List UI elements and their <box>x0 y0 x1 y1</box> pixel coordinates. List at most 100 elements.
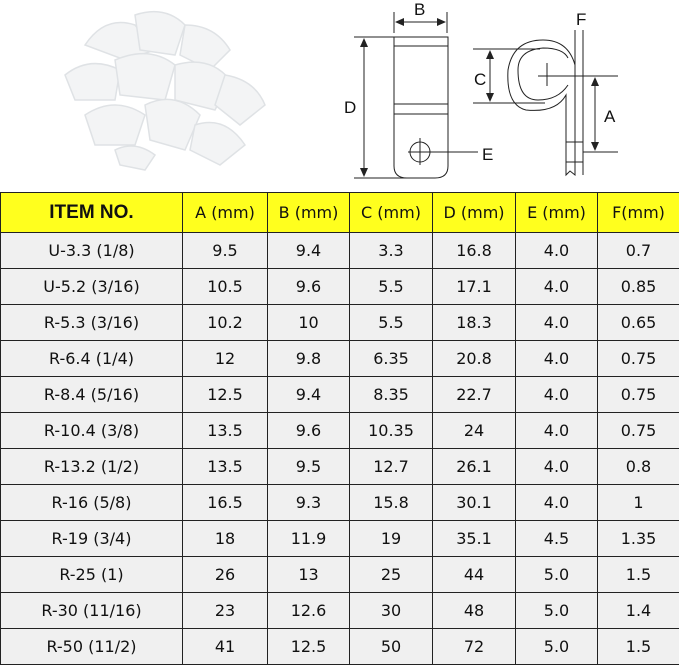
dimension-cell: 9.4 <box>267 232 350 269</box>
column-header: F(mm) <box>597 192 679 233</box>
dimension-label-d: D <box>344 98 356 117</box>
dimension-cell: 9.5 <box>182 232 268 269</box>
dimension-cell: 10.2 <box>182 304 268 341</box>
table-row: R-5.3 (3/16) 10.2 10 5.5 18.3 4.0 0.65 <box>0 304 679 341</box>
dimension-cell: 4.5 <box>515 520 598 557</box>
dimension-cell: 1.4 <box>597 592 679 629</box>
dimension-cell: 44 <box>432 556 516 593</box>
dimension-cell: 50 <box>349 628 433 665</box>
dimension-cell: 16.8 <box>432 232 516 269</box>
dimension-cell: 1.5 <box>597 628 679 665</box>
dimension-cell: 6.35 <box>349 340 433 377</box>
item-number-cell: R-10.4 (3/8) <box>0 412 183 449</box>
dimension-cell: 8.35 <box>349 376 433 413</box>
dimension-cell: 15.8 <box>349 484 433 521</box>
dimension-cell: 25 <box>349 556 433 593</box>
table-header-row: ITEM NO. A (mm) B (mm) C (mm) D (mm) E (mm) F(… <box>0 192 679 233</box>
dimension-cell: 41 <box>182 628 268 665</box>
column-header: ITEM NO. <box>0 192 183 233</box>
item-number-cell: U-5.2 (3/16) <box>0 268 183 305</box>
dimension-cell: 9.5 <box>267 448 350 485</box>
dimension-cell: 30.1 <box>432 484 516 521</box>
column-header: E (mm) <box>515 192 598 233</box>
dimension-cell: 4.0 <box>515 484 598 521</box>
dimension-cell: 9.4 <box>267 376 350 413</box>
dimension-label-b: B <box>414 0 425 19</box>
item-number-cell: R-19 (3/4) <box>0 520 183 557</box>
dimension-cell: 3.3 <box>349 232 433 269</box>
dimension-cell: 11.9 <box>267 520 350 557</box>
dimension-cell: 18 <box>182 520 268 557</box>
item-number-cell: R-50 (11/2) <box>0 628 183 665</box>
table-row: R-30 (11/16) 23 12.6 30 48 5.0 1.4 <box>0 592 679 629</box>
item-number-cell: R-13.2 (1/2) <box>0 448 183 485</box>
dimension-cell: 4.0 <box>515 268 598 305</box>
dimension-cell: 5.5 <box>349 268 433 305</box>
dimension-cell: 5.0 <box>515 556 598 593</box>
table-row: R-50 (11/2) 41 12.5 50 72 5.0 1.5 <box>0 628 679 665</box>
table-row: R-13.2 (1/2) 13.5 9.5 12.7 26.1 4.0 0.8 <box>0 448 679 485</box>
dimension-cell: 12.7 <box>349 448 433 485</box>
column-header: C (mm) <box>349 192 433 233</box>
product-photo <box>64 10 266 171</box>
dimension-cell: 4.0 <box>515 304 598 341</box>
dimension-cell: 0.7 <box>597 232 679 269</box>
item-number-cell: R-25 (1) <box>0 556 183 593</box>
dimension-cell: 9.6 <box>267 412 350 449</box>
dimension-cell: 18.3 <box>432 304 516 341</box>
dimension-cell: 48 <box>432 592 516 629</box>
dimension-cell: 20.8 <box>432 340 516 377</box>
dimension-cell: 72 <box>432 628 516 665</box>
dimension-cell: 0.75 <box>597 412 679 449</box>
dimension-label-e: E <box>482 145 493 164</box>
table-row: R-25 (1) 26 13 25 44 5.0 1.5 <box>0 556 679 593</box>
dimension-cell: 26.1 <box>432 448 516 485</box>
dimension-cell: 12 <box>182 340 268 377</box>
dimension-cell: 16.5 <box>182 484 268 521</box>
dimension-cell: 4.0 <box>515 340 598 377</box>
table-row: R-6.4 (1/4) 12 9.8 6.35 20.8 4.0 0.75 <box>0 340 679 377</box>
dimension-cell: 0.65 <box>597 304 679 341</box>
dimension-cell: 9.6 <box>267 268 350 305</box>
dimension-cell: 13.5 <box>182 412 268 449</box>
dimension-cell: 1.35 <box>597 520 679 557</box>
dimension-cell: 10 <box>267 304 350 341</box>
column-header: D (mm) <box>432 192 516 233</box>
dimension-table: ITEM NO. A (mm) B (mm) C (mm) D (mm) E (mm) F(… <box>0 192 679 665</box>
dimension-cell: 19 <box>349 520 433 557</box>
dimension-cell: 17.1 <box>432 268 516 305</box>
dimension-cell: 4.0 <box>515 376 598 413</box>
dimension-cell: 26 <box>182 556 268 593</box>
dimension-cell: 22.7 <box>432 376 516 413</box>
dimension-cell: 9.8 <box>267 340 350 377</box>
item-number-cell: R-30 (11/16) <box>0 592 183 629</box>
dimension-label-f: F <box>576 10 586 29</box>
clip-dimension-diagram: B D E C F A <box>344 0 618 179</box>
table-row: R-19 (3/4) 18 11.9 19 35.1 4.5 1.35 <box>0 520 679 557</box>
item-number-cell: R-6.4 (1/4) <box>0 340 183 377</box>
dimension-cell: 1.5 <box>597 556 679 593</box>
item-number-cell: U-3.3 (1/8) <box>0 232 183 269</box>
dimension-cell: 12.5 <box>267 628 350 665</box>
dimension-label-c: C <box>474 70 486 89</box>
dimension-cell: 4.0 <box>515 232 598 269</box>
dimension-label-a: A <box>604 107 616 126</box>
dimension-cell: 30 <box>349 592 433 629</box>
dimension-cell: 0.8 <box>597 448 679 485</box>
dimension-cell: 4.0 <box>515 448 598 485</box>
column-header: B (mm) <box>267 192 350 233</box>
dimension-cell: 1 <box>597 484 679 521</box>
dimension-cell: 13.5 <box>182 448 268 485</box>
dimension-cell: 23 <box>182 592 268 629</box>
item-number-cell: R-8.4 (5/16) <box>0 376 183 413</box>
table-row: R-10.4 (3/8) 13.5 9.6 10.35 24 4.0 0.75 <box>0 412 679 449</box>
dimension-cell: 0.75 <box>597 376 679 413</box>
dimension-cell: 10.35 <box>349 412 433 449</box>
dimension-cell: 4.0 <box>515 412 598 449</box>
dimension-cell: 0.75 <box>597 340 679 377</box>
table-row: R-16 (5/8) 16.5 9.3 15.8 30.1 4.0 1 <box>0 484 679 521</box>
dimension-cell: 0.85 <box>597 268 679 305</box>
column-header: A (mm) <box>182 192 268 233</box>
dimension-cell: 12.5 <box>182 376 268 413</box>
